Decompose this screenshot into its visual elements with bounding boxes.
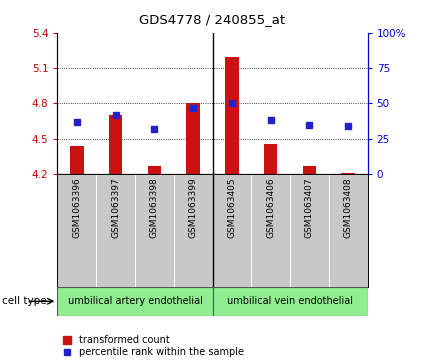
Bar (303, 166, 316, 174)
Point (306, 122, 313, 128)
Text: GSM1063396: GSM1063396 (72, 178, 81, 238)
Text: GSM1063406: GSM1063406 (266, 178, 275, 238)
Point (345, 123, 351, 129)
Text: GSM1063399: GSM1063399 (189, 178, 198, 238)
Bar (341, 173, 355, 174)
Bar (135, 174, 174, 287)
Bar (212, 287, 368, 316)
Point (229, 101, 235, 106)
Bar (96, 174, 135, 287)
Bar (186, 103, 200, 174)
Text: cell type: cell type (2, 296, 47, 306)
Point (112, 112, 119, 118)
Bar (109, 115, 122, 174)
Bar (70, 146, 84, 174)
Bar (225, 57, 239, 174)
Point (151, 126, 158, 132)
Point (74, 119, 80, 125)
Bar (57, 174, 96, 287)
Point (190, 105, 196, 111)
Text: GSM1063408: GSM1063408 (344, 178, 353, 238)
Bar (251, 174, 290, 287)
Bar (147, 166, 161, 174)
Text: umbilical vein endothelial: umbilical vein endothelial (227, 296, 353, 306)
Bar (290, 174, 329, 287)
Point (267, 118, 274, 123)
Text: GSM1063407: GSM1063407 (305, 178, 314, 238)
Text: GSM1063397: GSM1063397 (111, 178, 120, 238)
Text: umbilical artery endothelial: umbilical artery endothelial (68, 296, 202, 306)
Bar (212, 174, 251, 287)
Text: GSM1063405: GSM1063405 (227, 178, 236, 238)
Bar (57, 287, 212, 316)
Bar (264, 144, 278, 174)
Text: GSM1063398: GSM1063398 (150, 178, 159, 238)
Bar (329, 174, 368, 287)
Text: GDS4778 / 240855_at: GDS4778 / 240855_at (139, 13, 286, 26)
Bar (174, 174, 212, 287)
Legend: transformed count, percentile rank within the sample: transformed count, percentile rank withi… (62, 334, 245, 358)
